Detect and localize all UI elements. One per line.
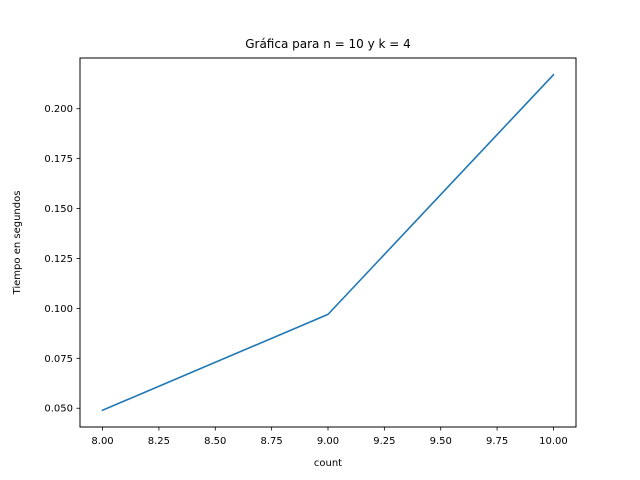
- x-tick-label: 9.00: [317, 436, 339, 447]
- x-tick-label: 10.00: [539, 436, 568, 447]
- y-tick-label: 0.175: [44, 154, 73, 165]
- chart-title: Gráfica para n = 10 y k = 4: [245, 37, 411, 51]
- plot-area: [101, 73, 555, 412]
- x-tick-label: 9.25: [373, 436, 395, 447]
- x-tick-label: 9.50: [430, 436, 452, 447]
- y-tick-label: 0.100: [44, 304, 73, 315]
- series-line-0: [101, 73, 555, 412]
- y-axis-label: Tiempo en segundos: [12, 191, 23, 296]
- y-tick-label: 0.150: [44, 204, 73, 215]
- y-tick-label: 0.050: [44, 404, 73, 415]
- x-tick-label: 8.75: [261, 436, 283, 447]
- x-tick-label: 9.75: [486, 436, 508, 447]
- x-axis-ticks: 8.00 8.25 8.50 8.75 9.00 9.25 9.50 9.75 10.00: [91, 427, 568, 447]
- y-tick-label: 0.125: [44, 254, 73, 265]
- plot-frame: [79, 57, 577, 428]
- x-tick-label: 8.00: [91, 436, 113, 447]
- y-tick-label: 0.200: [44, 104, 73, 115]
- x-tick-label: 8.25: [148, 436, 170, 447]
- y-axis-ticks: 0.050 0.075 0.100 0.125 0.150 0.175 0.200: [44, 104, 80, 415]
- x-axis-label: count: [314, 458, 342, 469]
- x-tick-label: 8.50: [204, 436, 226, 447]
- y-tick-label: 0.075: [44, 354, 73, 365]
